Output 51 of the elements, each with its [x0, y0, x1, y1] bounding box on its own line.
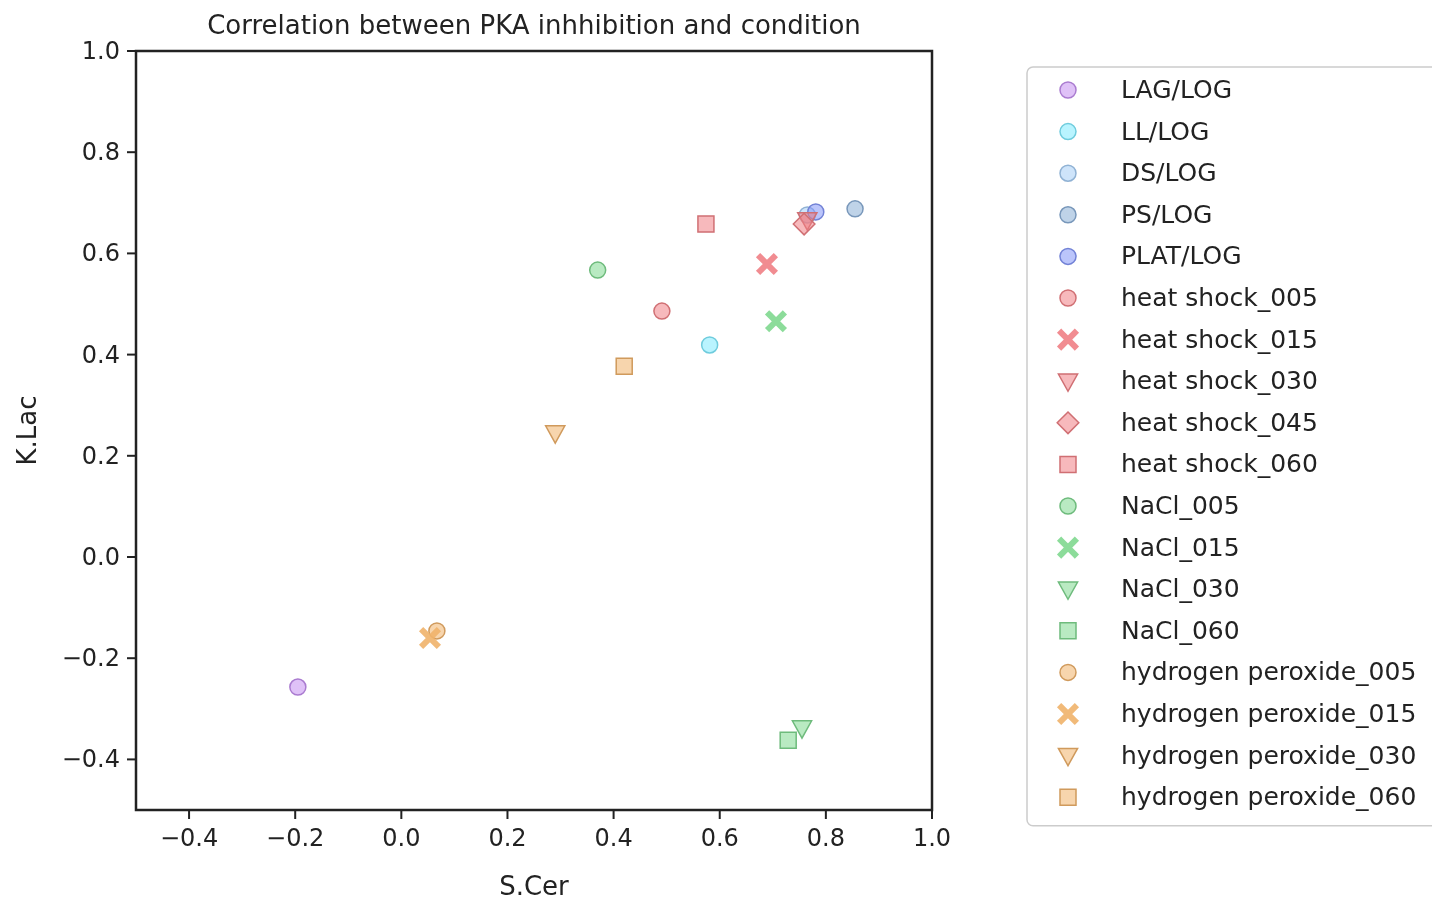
legend-label: heat shock_045	[1121, 407, 1318, 437]
legend-label: DS/LOG	[1121, 158, 1217, 188]
legend-label: heat shock_015	[1121, 324, 1318, 354]
y-tick-label: 1.0	[81, 37, 120, 65]
legend-label: NaCl_030	[1121, 574, 1240, 604]
x-tick-label: 0.4	[594, 824, 633, 852]
chart-title: Correlation between PKA inhhibition and condition	[207, 10, 861, 40]
point	[289, 678, 307, 696]
y-axis-title: K.Lac	[12, 395, 42, 466]
y-tick-label: −0.4	[61, 745, 120, 774]
x-tick-label: 0.6	[700, 824, 739, 852]
legend-label: PS/LOG	[1121, 199, 1213, 229]
x-tick-label: 0.8	[806, 824, 845, 852]
y-tick-label: −0.2	[61, 644, 120, 673]
y-tick-label: 0.2	[81, 441, 120, 470]
legend-label: hydrogen peroxide_005	[1121, 657, 1417, 687]
y-tick-label: 0.8	[81, 138, 120, 167]
x-tick-label: −0.4	[159, 824, 219, 852]
legend-label: heat shock_005	[1121, 283, 1318, 312]
legend-label: LL/LOG	[1121, 116, 1210, 146]
legend-label: hydrogen peroxide_060	[1121, 782, 1417, 812]
legend-label: heat shock_060	[1121, 449, 1318, 479]
legend-label: PLAT/LOG	[1121, 241, 1242, 271]
point	[846, 200, 864, 218]
point	[766, 311, 786, 331]
point	[779, 731, 797, 749]
y-tick-label: 0.4	[81, 340, 120, 369]
x-tick-label: −0.2	[266, 824, 325, 852]
y-tick-label: 0.0	[81, 543, 120, 571]
point	[653, 302, 671, 320]
legend-label: hydrogen peroxide_030	[1121, 740, 1417, 770]
legend-label: heat shock_030	[1121, 366, 1318, 396]
point	[588, 261, 607, 279]
legend-label: NaCl_060	[1121, 615, 1240, 645]
legend-label: NaCl_005	[1121, 491, 1240, 520]
point	[757, 254, 777, 274]
point	[791, 720, 813, 739]
x-tick-label: 0.0	[382, 824, 421, 852]
point	[420, 628, 440, 648]
point	[700, 336, 719, 354]
point	[697, 215, 715, 233]
legend-label: NaCl_015	[1121, 532, 1240, 562]
point	[615, 357, 633, 375]
x-tick-label: 0.2	[488, 824, 527, 852]
point	[792, 212, 816, 236]
legend-label: hydrogen peroxide_015	[1121, 699, 1417, 728]
x-tick-label: 1.0	[912, 824, 952, 852]
point	[544, 425, 566, 444]
x-axis-title: S.Cer	[499, 871, 570, 901]
legend-label: LAG/LOG	[1121, 75, 1233, 104]
y-tick-label: 0.6	[81, 239, 120, 268]
